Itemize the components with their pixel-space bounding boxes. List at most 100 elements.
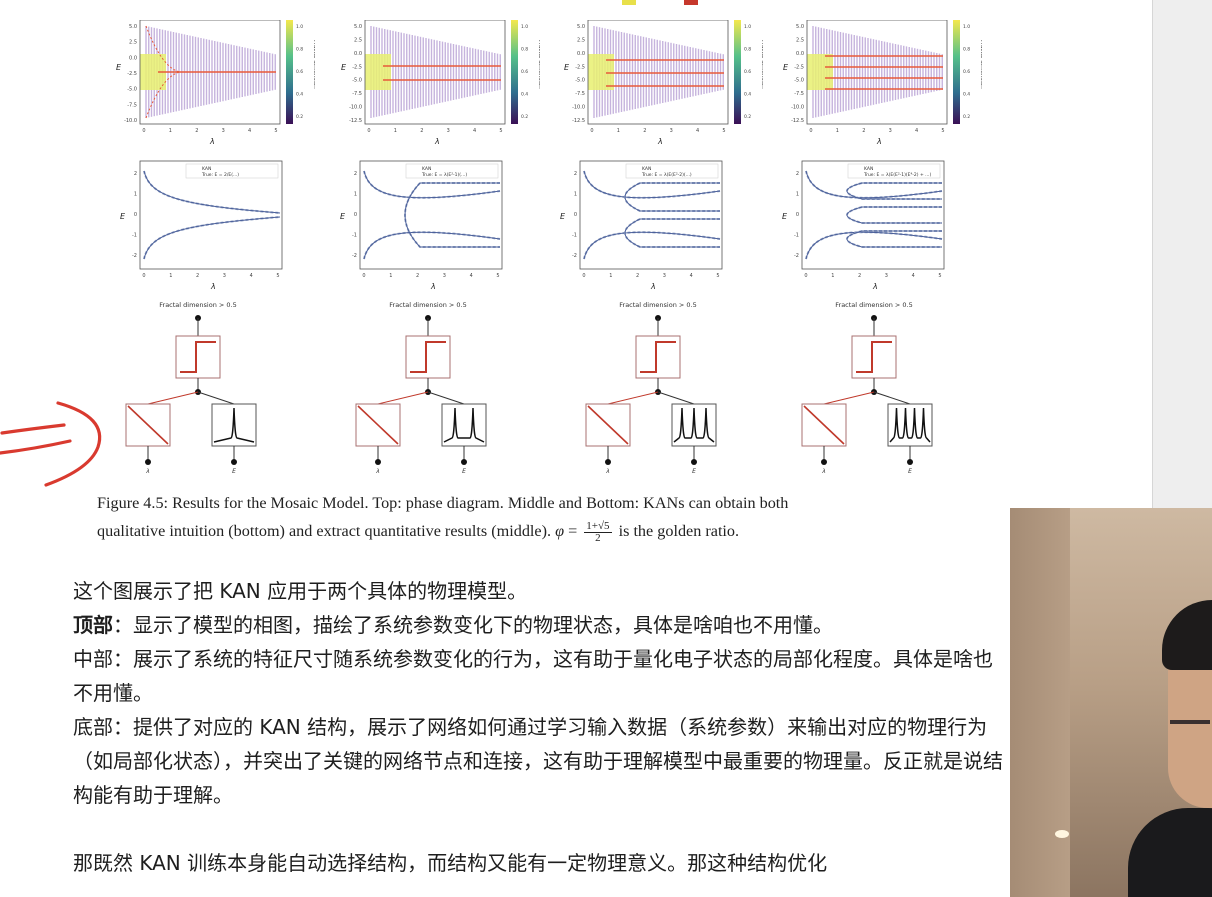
legend-box [405, 163, 499, 179]
x-tick-label: 4 [690, 273, 693, 279]
presenter-hair [1162, 600, 1212, 670]
kan-diagram-1: Fractal dimension > 0.5 λ E [125, 301, 257, 475]
y-tick-label: -12.5 [349, 118, 362, 124]
x-tick-label: 2 [420, 128, 423, 134]
y-tick-label: -12.5 [572, 118, 585, 124]
phase-diagram-3: 5.0 2.5 0.0 -2.5 -5.0 -7.5 -10.0 -12.5 0 1 2 3 4 5 Eλ 1… [564, 20, 763, 146]
colorbar-tick: 0.2 [296, 114, 303, 120]
kan-diagram-2: Fractal dimension > 0.5 λ E [355, 301, 487, 475]
y-tick-label: -7.5 [352, 91, 362, 97]
legend-true: True: E = λ(E²-1)(...) [421, 172, 467, 178]
y-tick-label: -2 [352, 253, 357, 259]
phase-bands [365, 26, 501, 118]
fraction-numerator: 1+√5 [584, 519, 612, 533]
y-axis-label: E [782, 212, 788, 221]
colorbar-tick: 0.8 [744, 47, 751, 53]
label-top: 顶部 [73, 613, 113, 637]
caption-line-1: Results for the Mosaic Model. Top: phase… [172, 494, 789, 512]
x-tick-label: 4 [473, 128, 476, 134]
paragraph-bottom: 底部：提供了对应的 KAN 结构，展示了网络如何通过学习输入数据（系统参数）来输… [73, 715, 1003, 807]
phase-bands [588, 26, 724, 118]
input-label-e: E [692, 468, 696, 475]
legend-kan: KAN [422, 166, 431, 172]
y-tick-label: -10.0 [791, 105, 804, 111]
y-tick-label: -2 [794, 253, 799, 259]
colorbar-label: Fractal dimension [312, 40, 315, 89]
x-tick-label: 5 [941, 128, 944, 134]
x-tick-label: 1 [389, 273, 392, 279]
phi-symbol: φ [555, 522, 565, 540]
y-tick-label: 0 [134, 212, 137, 218]
y-tick-label: -2 [132, 253, 137, 259]
x-tick-label: 2 [862, 128, 865, 134]
y-tick-label: -12.5 [791, 118, 804, 124]
legend-kan: KAN [642, 166, 651, 172]
input-node-lambda [821, 459, 827, 465]
x-axis-label: λ [657, 137, 663, 146]
y-axis-label: E [783, 63, 789, 72]
input-label-lambda: λ [605, 468, 610, 475]
x-tick-label: 0 [582, 273, 585, 279]
y-tick-label: -10.0 [572, 105, 585, 111]
peak-function-box [887, 403, 933, 447]
colorbar-tick: 0.8 [296, 47, 303, 53]
colorbar-tick: 1.0 [744, 24, 751, 30]
x-tick-label: 0 [590, 128, 593, 134]
phase-bands [140, 25, 276, 119]
paragraph-middle: 中部：展示了系统的特征尺寸随系统参数变化的行为，这有助于量化电子状态的局部化程度… [73, 647, 993, 705]
y-tick-label: 2.5 [354, 37, 362, 43]
x-tick-label: 3 [885, 273, 888, 279]
x-tick-label: 3 [447, 128, 450, 134]
x-tick-label: 4 [915, 128, 918, 134]
y-tick-label: 0 [796, 212, 799, 218]
x-tick-label: 2 [643, 128, 646, 134]
colorbar-label: Fractal dimension [760, 40, 763, 89]
x-tick-label: 4 [250, 273, 253, 279]
colorbar-tick: 0.6 [744, 69, 751, 75]
y-tick-label: -1 [794, 233, 799, 239]
fit-curves [805, 170, 943, 260]
y-tick-label: -1 [572, 233, 577, 239]
x-tick-label: 3 [223, 273, 226, 279]
colorbar-label: Fractal dimension [979, 40, 982, 89]
ceiling-light [1055, 830, 1069, 838]
y-axis-label: E [120, 212, 126, 221]
x-tick-label: 5 [722, 128, 725, 134]
y-tick-label: 5.0 [129, 24, 137, 30]
explanation-text: 这个图展示了把 KAN 应用于两个具体的物理模型。 顶部：显示了模型的相图，描绘… [73, 574, 1003, 880]
y-tick-label: -1 [132, 233, 137, 239]
colorbar [953, 20, 960, 124]
legend-true: True: E = λ(E(E²-1)(E⁴-2) + ...) [863, 172, 931, 178]
colorbar-tick: 0.2 [963, 114, 970, 120]
x-tick-label: 1 [831, 273, 834, 279]
y-tick-label: -5.0 [794, 78, 804, 84]
y-tick-label: 2 [354, 171, 357, 177]
colorbar-tick: 0.8 [963, 47, 970, 53]
y-tick-label: 0.0 [354, 51, 362, 57]
caption-line-2: qualitative intuition (bottom) and extra… [97, 522, 552, 540]
x-tick-label: 2 [416, 273, 419, 279]
y-tick-label: 2 [796, 171, 799, 177]
x-tick-label: 0 [362, 273, 365, 279]
y-tick-label: 5.0 [577, 24, 585, 30]
fit-curves [583, 170, 721, 260]
y-tick-label: 0.0 [129, 55, 137, 61]
paragraph-top: 顶部：显示了模型的相图，描绘了系统参数变化下的物理状态，具体是啥咱也不用懂。 [73, 608, 1003, 642]
presenter-shirt [1128, 808, 1212, 897]
input-node-lambda [145, 459, 151, 465]
x-axis-label: λ [650, 282, 656, 291]
y-tick-label: -1 [352, 233, 357, 239]
colorbar [511, 20, 518, 124]
legend-box [847, 163, 941, 179]
x-axis-label: λ [430, 282, 436, 291]
x-tick-label: 1 [617, 128, 620, 134]
x-tick-label: 2 [858, 273, 861, 279]
webcam-overlay [1010, 508, 1212, 897]
x-tick-label: 5 [938, 273, 941, 279]
x-tick-label: 0 [809, 128, 812, 134]
figure-caption: Figure 4.5: Results for the Mosaic Model… [97, 489, 997, 545]
